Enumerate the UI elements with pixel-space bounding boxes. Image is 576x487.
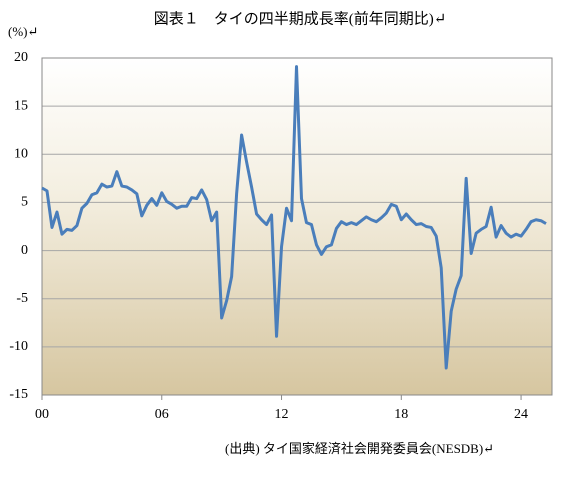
y-tick-label: 20 <box>14 50 28 65</box>
x-tick-label: 12 <box>275 407 289 422</box>
y-tick-label: 10 <box>14 147 28 162</box>
y-tick-label: 5 <box>21 195 28 210</box>
x-tick-label: 18 <box>394 407 408 422</box>
x-tick-label: 24 <box>514 407 528 422</box>
plot-border <box>41 57 553 396</box>
y-tick-label: -15 <box>9 387 28 402</box>
y-tick-label: -10 <box>9 339 28 354</box>
y-tick-label: 15 <box>14 98 28 113</box>
y-tick-label: 0 <box>21 243 28 258</box>
chart-title: 図表１ タイの四半期成長率(前年同期比)↵ <box>154 10 447 27</box>
x-tick-label: 00 <box>35 407 49 422</box>
source-note: (出典) タイ国家経済社会開発委員会(NESDB)↵ <box>225 441 494 456</box>
y-axis-label: (%)↵ <box>8 24 38 39</box>
data-line <box>41 65 547 370</box>
x-tick-label: 06 <box>155 407 169 422</box>
y-tick-label: -5 <box>16 291 28 306</box>
